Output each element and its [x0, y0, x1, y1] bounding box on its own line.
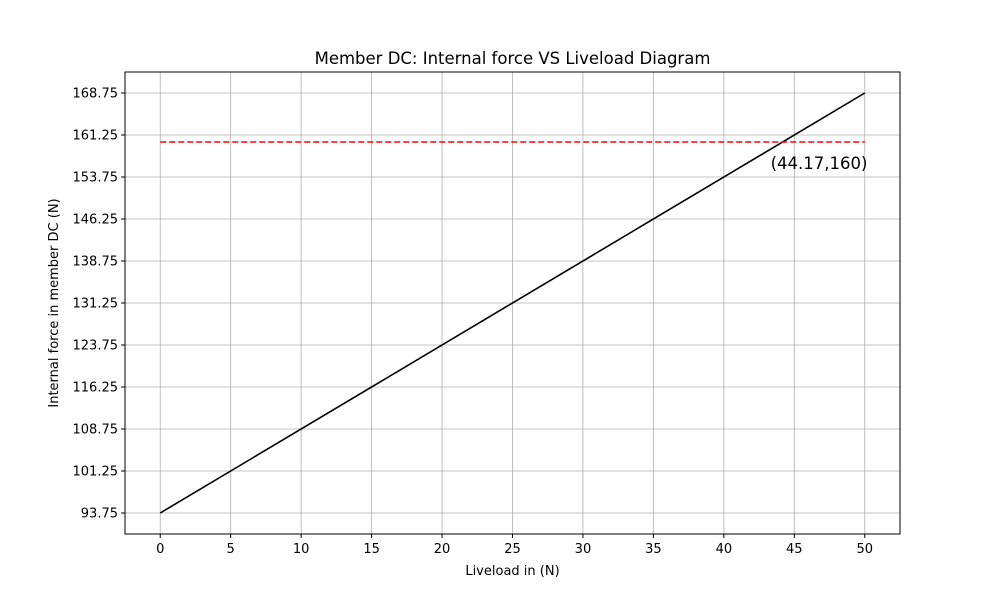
x-tick-label-4: 20	[434, 542, 451, 557]
x-tick-label-10: 50	[856, 542, 873, 557]
y-tick-label-4: 123.75	[73, 339, 119, 354]
y-tick-label-3: 116.25	[73, 381, 119, 396]
x-tick-label-3: 15	[363, 542, 380, 557]
x-tick-label-8: 40	[716, 542, 733, 557]
y-tick-label-6: 138.75	[73, 255, 119, 270]
y-tick-label-8: 153.75	[73, 171, 119, 186]
series-layer	[159, 92, 866, 514]
x-axis-label: Liveload in (N)	[465, 564, 559, 579]
y-tick-label-5: 131.25	[73, 297, 119, 312]
annotations: (44.17,160)	[771, 154, 868, 173]
y-axis-label: Internal force in member DC (N)	[47, 198, 62, 407]
x-tick-label-9: 45	[786, 542, 803, 557]
ticks: 0 5 10 15 20 25 30 35 40 45 50 93.75 101.25 108.75 116…	[73, 87, 874, 558]
annotation-label-0: (44.17,160)	[771, 154, 868, 173]
y-tick-label-7: 146.25	[73, 213, 119, 228]
x-tick-label-7: 35	[645, 542, 662, 557]
y-tick-label-2: 108.75	[73, 423, 119, 438]
x-tick-label-0: 0	[156, 542, 164, 557]
x-tick-label-1: 5	[227, 542, 235, 557]
grid	[125, 72, 900, 534]
x-tick-label-6: 30	[575, 542, 592, 557]
y-tick-label-10: 168.75	[73, 87, 119, 102]
y-tick-label-0: 93.75	[81, 507, 118, 522]
y-tick-label-1: 101.25	[73, 465, 119, 480]
x-tick-label-5: 25	[504, 542, 521, 557]
x-tick-label-2: 10	[293, 542, 310, 557]
y-tick-label-9: 161.25	[73, 129, 119, 144]
series-line-0	[159, 92, 866, 514]
chart-title: Member DC: Internal force VS Liveload Di…	[315, 49, 711, 68]
